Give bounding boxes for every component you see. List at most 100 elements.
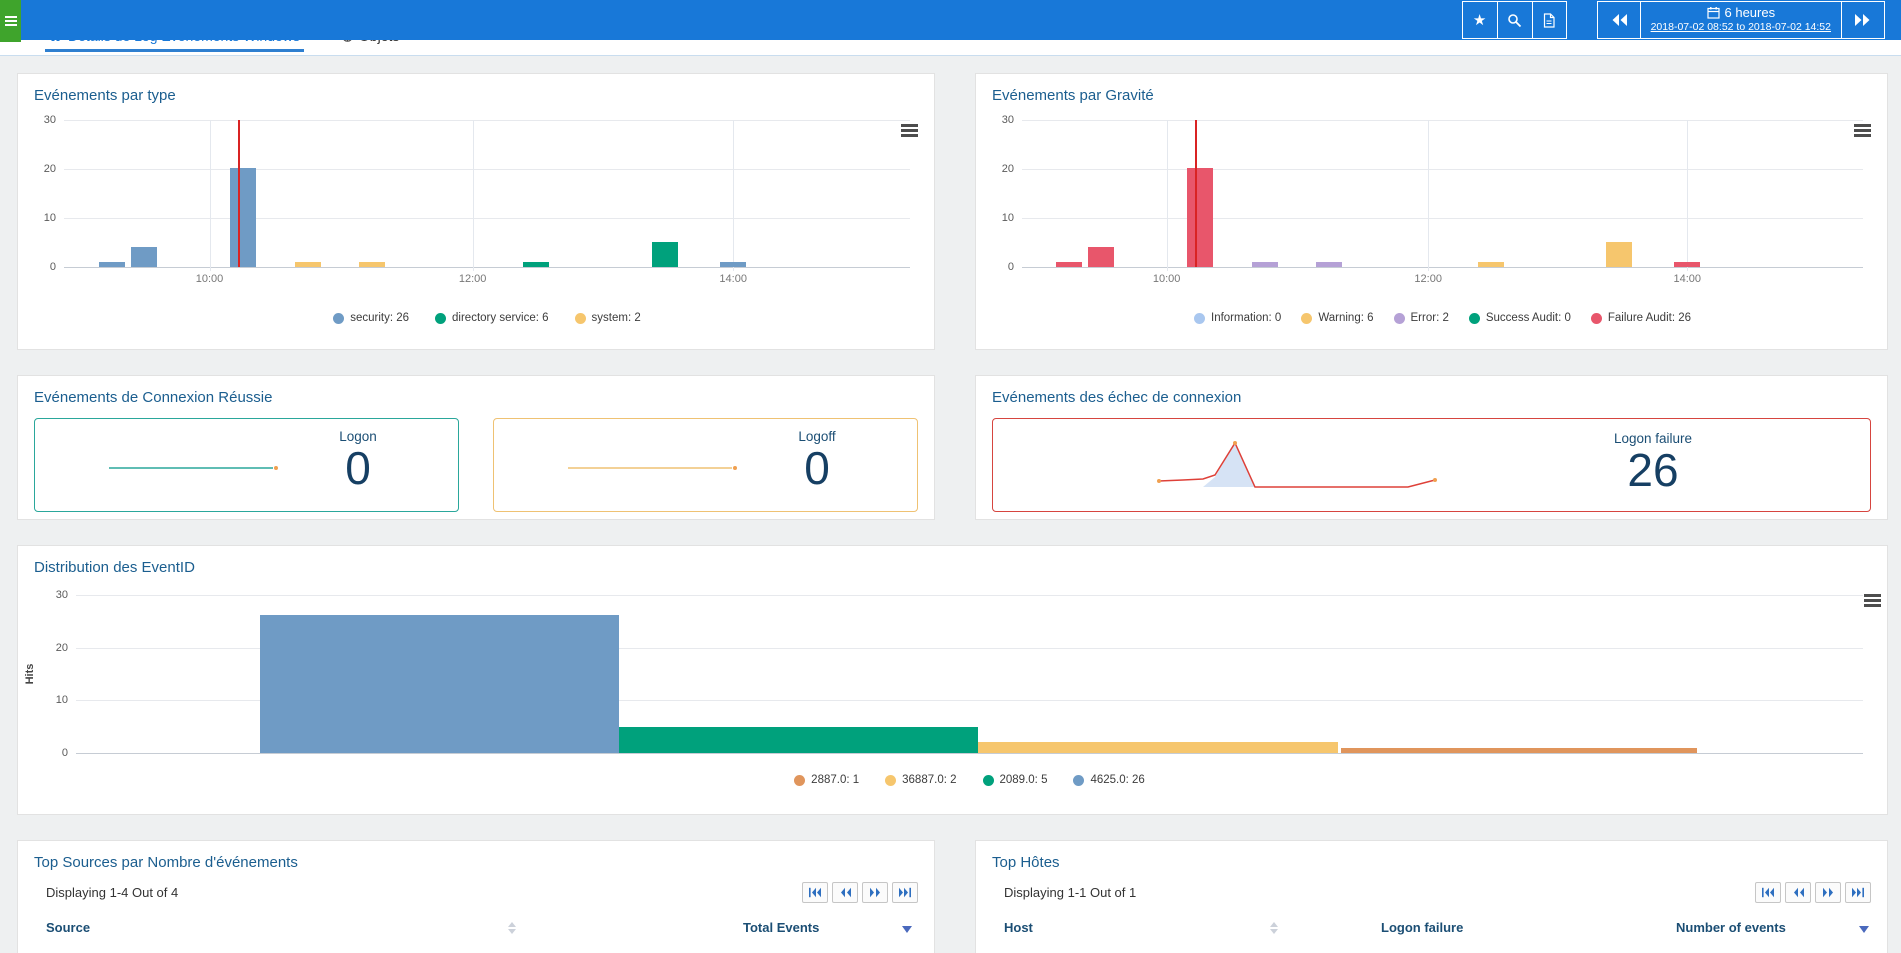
- time-range-forward-button[interactable]: [1842, 2, 1884, 38]
- chart-bar[interactable]: [1315, 262, 1342, 267]
- legend-item[interactable]: 2089.0: 5: [982, 774, 1048, 786]
- chart-bar[interactable]: [229, 168, 256, 267]
- legend-item[interactable]: security: 26: [333, 312, 409, 324]
- time-range-picker[interactable]: 6 heures 2018-07-02 08:52 to 2018-07-02 …: [1639, 2, 1842, 38]
- pagination: [802, 882, 918, 903]
- time-range-detail[interactable]: 2018-07-02 08:52 to 2018-07-02 14:52: [1650, 21, 1831, 33]
- y-tick-label: 10: [43, 212, 56, 224]
- legend-dot-icon: [435, 312, 447, 324]
- column-header-logon-failure[interactable]: Logon failure: [1381, 920, 1464, 935]
- tab-objects[interactable]: Objets: [338, 28, 403, 55]
- pagination-next-button[interactable]: [1815, 882, 1841, 903]
- chart-options-icon[interactable]: [1854, 124, 1871, 139]
- chart-bar[interactable]: [1186, 168, 1213, 267]
- legend-item[interactable]: Warning: 6: [1301, 312, 1374, 324]
- pagination-prev-button[interactable]: [1785, 882, 1811, 903]
- pagination-last-button[interactable]: [892, 882, 918, 903]
- panel-logon-success: Evénements de Connexion Réussie Logon 0 …: [17, 375, 935, 520]
- first-page-icon: [1762, 887, 1774, 898]
- pdf-export-icon: [1543, 12, 1555, 28]
- logoff-metric-card[interactable]: Logoff 0: [493, 418, 918, 512]
- column-header-total-events[interactable]: Total Events: [743, 920, 820, 935]
- legend-label: Warning: 6: [1318, 312, 1374, 324]
- legend-item[interactable]: Failure Audit: 26: [1590, 312, 1691, 324]
- column-header-source[interactable]: Source: [46, 920, 91, 935]
- panel-title: Evénements des échec de connexion: [992, 389, 1242, 406]
- chart-bar[interactable]: [1056, 262, 1083, 267]
- sort-desc-icon[interactable]: [1859, 926, 1869, 933]
- column-header-number-of-events[interactable]: Number of events: [1676, 920, 1786, 935]
- chart-bar[interactable]: [98, 262, 125, 267]
- legend-item[interactable]: Information: 0: [1194, 312, 1281, 324]
- chart-bar[interactable]: [522, 262, 549, 267]
- tab-details-log-windows[interactable]: Détails de Log Evénements Windows: [45, 28, 304, 55]
- pagination-first-button[interactable]: [802, 882, 828, 903]
- gridline: [1428, 120, 1430, 271]
- y-tick-label: 30: [43, 114, 56, 126]
- sort-icon[interactable]: [508, 922, 517, 936]
- time-range-back-button[interactable]: [1598, 2, 1640, 38]
- hamburger-menu-button[interactable]: [0, 0, 21, 42]
- x-axis: 10:00 12:00 14:00: [1022, 268, 1863, 286]
- column-header-host[interactable]: Host: [1004, 920, 1033, 935]
- x-tick-label: 10:00: [1152, 273, 1181, 285]
- pdf-export-button[interactable]: [1531, 1, 1567, 39]
- logoff-sparkline: [568, 466, 737, 470]
- chart-bar[interactable]: [1673, 262, 1700, 267]
- gridline: [1687, 120, 1689, 271]
- metric-label: Logon: [339, 429, 377, 444]
- legend-dot-icon: [1393, 312, 1405, 324]
- legend-label: Failure Audit: 26: [1607, 312, 1691, 324]
- topbar-action-group: ★: [1461, 1, 1567, 39]
- calendar-icon: [1706, 7, 1720, 19]
- pagination: [1755, 882, 1871, 903]
- chart-bar[interactable]: [1341, 747, 1697, 753]
- chart-bar[interactable]: [1088, 247, 1115, 267]
- favorite-button[interactable]: ★: [1461, 1, 1497, 39]
- gridline: [472, 120, 474, 271]
- chart-legend: 2887.0: 1 36887.0: 2 2089.0: 5 4625.0: 26: [76, 774, 1863, 786]
- legend-dot-icon: [1301, 312, 1313, 324]
- dashboard-tabs: Détails de Log Evénements Windows Objets: [0, 28, 1901, 56]
- y-tick-label: 10: [1001, 212, 1014, 224]
- legend-item[interactable]: Success Audit: 0: [1468, 312, 1571, 324]
- chart-bar[interactable]: [294, 262, 321, 267]
- chart-options-icon[interactable]: [901, 124, 918, 139]
- legend-item[interactable]: system: 2: [574, 312, 641, 324]
- legend-item[interactable]: 2887.0: 1: [794, 774, 859, 786]
- sort-icon[interactable]: [1270, 922, 1279, 936]
- legend-item[interactable]: directory service: 6: [435, 312, 549, 324]
- search-button[interactable]: [1496, 1, 1532, 39]
- chart-bar[interactable]: [1251, 262, 1278, 267]
- pagination-next-button[interactable]: [862, 882, 888, 903]
- y-tick-label: 20: [1001, 163, 1014, 175]
- chart-bar[interactable]: [130, 247, 157, 267]
- chart-options-icon[interactable]: [1864, 594, 1881, 609]
- legend-label: Success Audit: 0: [1485, 312, 1571, 324]
- chart-bar[interactable]: [651, 242, 678, 267]
- chart-bar[interactable]: [260, 615, 620, 753]
- legend-dot-icon: [1468, 312, 1480, 324]
- first-page-icon: [809, 887, 821, 898]
- chart-bar[interactable]: [1606, 242, 1633, 267]
- pagination-prev-button[interactable]: [832, 882, 858, 903]
- legend-label: 2089.0: 5: [999, 774, 1048, 786]
- chart-bar[interactable]: [619, 726, 979, 753]
- legend-item[interactable]: 4625.0: 26: [1073, 774, 1145, 786]
- logon-failure-metric-card[interactable]: Logon failure 26: [992, 418, 1871, 512]
- y-tick-label: 10: [55, 694, 68, 707]
- gridline: [1022, 169, 1863, 170]
- pagination-first-button[interactable]: [1755, 882, 1781, 903]
- logon-metric-card[interactable]: Logon 0: [34, 418, 459, 512]
- legend-item[interactable]: Error: 2: [1393, 312, 1449, 324]
- chart-bar[interactable]: [978, 742, 1338, 753]
- chart-bar[interactable]: [359, 262, 386, 267]
- chart-bar[interactable]: [719, 262, 746, 267]
- pagination-last-button[interactable]: [1845, 882, 1871, 903]
- x-tick-label: 10:00: [195, 273, 224, 285]
- chart-bar[interactable]: [1477, 262, 1504, 267]
- gridline: [76, 700, 1863, 702]
- sort-desc-icon[interactable]: [902, 926, 912, 933]
- legend-item[interactable]: 36887.0: 2: [885, 774, 957, 786]
